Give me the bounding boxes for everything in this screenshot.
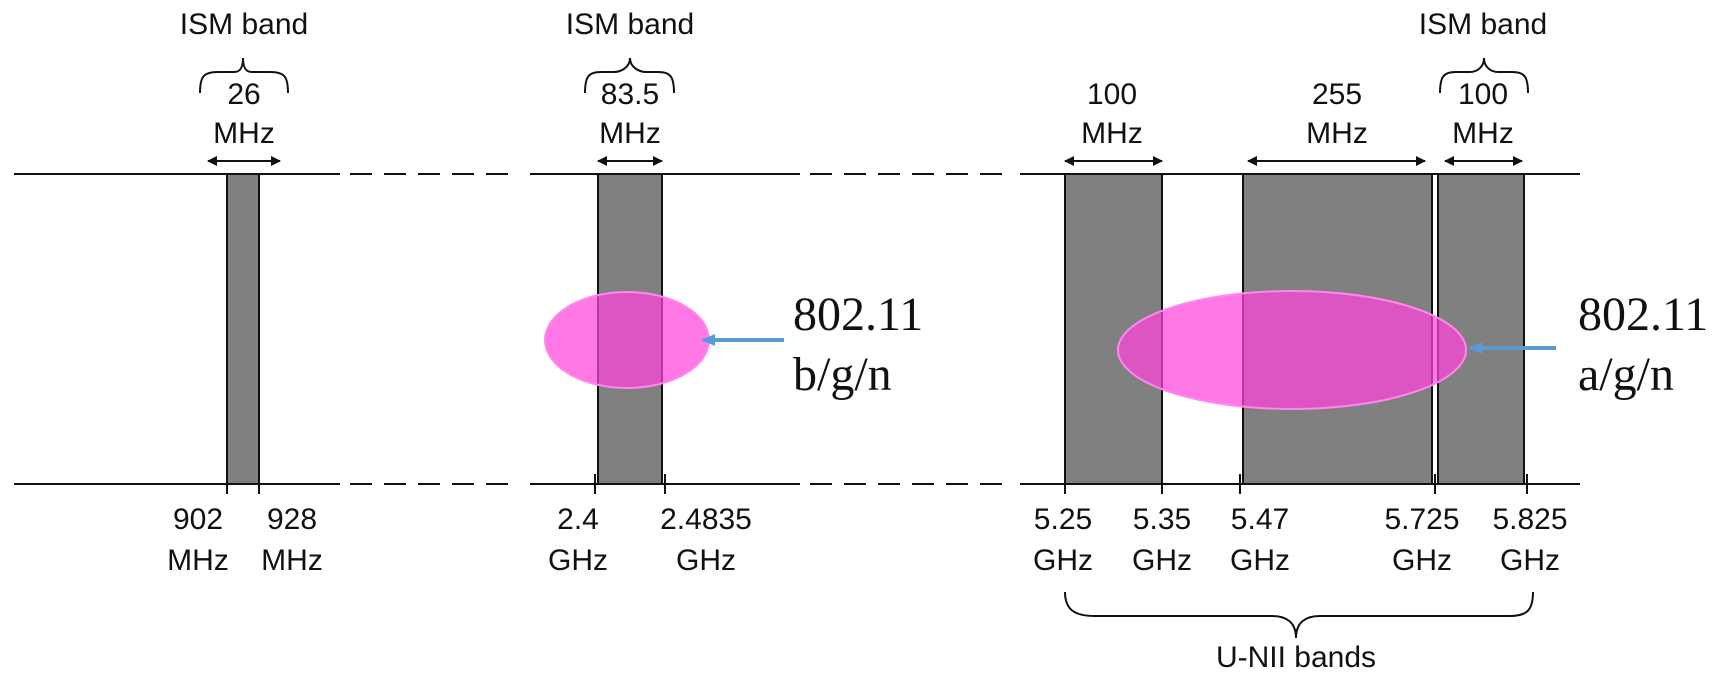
unii-brace: [1064, 591, 1534, 639]
unii-label: U-NII bands: [1216, 641, 1376, 673]
agn-standard-variants: a/g/n: [1578, 348, 1674, 401]
width-24-unit: MHz: [599, 117, 661, 150]
tick-5725-unit: GHz: [1392, 544, 1452, 577]
ism-label-24: ISM band: [566, 8, 694, 41]
tick-5825-unit: GHz: [1500, 544, 1560, 577]
tick-labels: 902 MHz 928 MHz 2.4 GHz 2.4835 GHz 5.25 …: [167, 503, 1567, 577]
width-5725-value: 100: [1458, 78, 1508, 111]
agn-ellipse: [1117, 290, 1467, 410]
tick-24835-unit: GHz: [676, 544, 736, 577]
width-547-unit: MHz: [1306, 117, 1368, 150]
tick-535-value: 5.35: [1133, 503, 1191, 536]
width-902-value: 26: [227, 78, 260, 111]
tick-525-value: 5.25: [1034, 503, 1092, 536]
tick-24835-value: 2.4835: [660, 503, 752, 536]
agn-standard-label: 802.11: [1578, 288, 1708, 341]
width-547-value: 255: [1312, 78, 1362, 111]
tick-928-value: 928: [267, 503, 317, 536]
tick-902-unit: MHz: [167, 544, 229, 577]
width-24-value: 83.5: [601, 78, 659, 111]
tick-5725-value: 5.725: [1384, 503, 1459, 536]
tick-5825-value: 5.825: [1492, 503, 1567, 536]
bgn-standard-variants: b/g/n: [793, 348, 892, 401]
tick-902-value: 902: [173, 503, 223, 536]
tick-marks: [226, 474, 1528, 494]
tick-24-value: 2.4: [557, 503, 599, 536]
brace-5725: [1439, 57, 1529, 94]
ism-label-5725: ISM band: [1419, 8, 1547, 41]
brace-24: [584, 57, 675, 94]
width-525-unit: MHz: [1081, 117, 1143, 150]
tick-547-unit: GHz: [1230, 544, 1290, 577]
tick-525-unit: GHz: [1033, 544, 1093, 577]
tick-24-unit: GHz: [548, 544, 608, 577]
bgn-ellipse: [544, 291, 710, 389]
width-525-value: 100: [1087, 78, 1137, 111]
tick-547-value: 5.47: [1231, 503, 1289, 536]
tick-928-unit: MHz: [261, 544, 323, 577]
width-902-unit: MHz: [213, 117, 275, 150]
brace-902: [199, 57, 289, 94]
width-5725-unit: MHz: [1452, 117, 1514, 150]
tick-535-unit: GHz: [1132, 544, 1192, 577]
ism-label-902: ISM band: [180, 8, 308, 41]
bgn-standard-label: 802.11: [793, 288, 923, 341]
ism-braces: [199, 57, 1529, 94]
band-902-928: [226, 173, 260, 485]
